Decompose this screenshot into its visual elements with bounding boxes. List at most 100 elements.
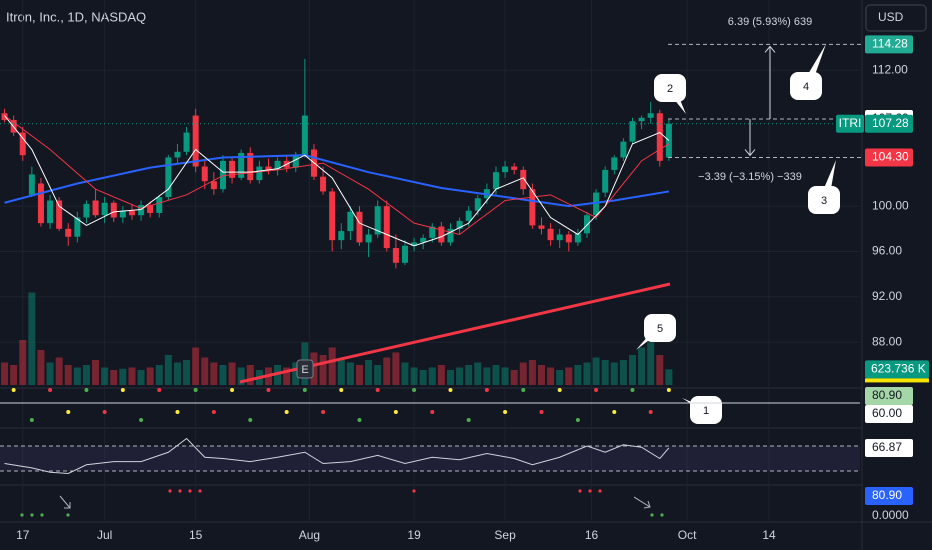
volume-bar [638, 347, 646, 385]
candle-body [565, 234, 572, 243]
x-tick-label: 14 [762, 528, 776, 542]
signal-dot [102, 410, 107, 414]
volume-bar [319, 355, 327, 385]
x-tick-label: 15 [189, 528, 203, 542]
price-tag [865, 35, 913, 54]
candle-body [647, 113, 654, 118]
symbol-tag [836, 114, 864, 133]
currency-label[interactable]: USD [878, 10, 904, 24]
dots-tag [865, 387, 913, 405]
callout-label: 5 [657, 323, 663, 335]
volume-bar [55, 357, 63, 385]
candle-body [465, 210, 472, 221]
candle-body [365, 234, 372, 243]
volume-bar [28, 292, 36, 385]
volume-bar [1, 362, 9, 385]
signal-dot [178, 489, 182, 493]
candle-body [329, 191, 336, 241]
candle-body [392, 248, 399, 263]
volume-bar [292, 362, 300, 385]
volume-bar [228, 362, 236, 385]
dots-tag-label: 80.90 [872, 388, 902, 402]
signal-dot [120, 388, 125, 392]
volume-bar [328, 347, 336, 385]
candle-body [347, 211, 354, 232]
currency-button[interactable] [865, 4, 927, 32]
candle-body [656, 113, 663, 161]
candle-body [320, 176, 327, 192]
price-tag-label: 114.28 [872, 37, 908, 51]
candle-body [128, 210, 135, 216]
volume-bar [428, 367, 436, 385]
signal-dot [393, 410, 398, 414]
x-tick-label: Aug [299, 528, 320, 542]
candle-body [119, 210, 126, 218]
signal-dot [557, 388, 562, 392]
x-tick-label: Jul [97, 528, 112, 542]
volume-bar [665, 369, 673, 385]
signal-dot [248, 418, 253, 422]
signal-dot [588, 489, 592, 493]
price-tag [865, 148, 913, 167]
candle-body [593, 192, 600, 216]
signal-dot [193, 388, 198, 392]
signal-dot [578, 489, 582, 493]
candle-body [556, 234, 563, 241]
bottom-tag [865, 487, 913, 505]
moving-average [4, 115, 670, 247]
callout-label: 1 [703, 405, 709, 417]
volume-bar [128, 367, 136, 385]
volume-bar [164, 355, 172, 385]
candle-body [1, 113, 8, 121]
volume-bar [419, 370, 427, 385]
volume-bar [374, 365, 382, 385]
volume-bar [92, 360, 100, 385]
y-tick-label: 96.00 [872, 244, 902, 258]
volume-bar [283, 367, 291, 385]
volume-bar [201, 357, 209, 385]
candle-body [83, 203, 90, 218]
volume-bar [383, 357, 391, 385]
signal-dot [630, 388, 635, 392]
signal-dot [484, 388, 489, 392]
volume-bar [346, 362, 354, 385]
candle-body [201, 166, 208, 182]
candle-body [411, 242, 418, 246]
chart-title: Itron, Inc., 1D, NASDAQ [6, 9, 146, 24]
price-tag [865, 114, 913, 133]
candle-body [28, 174, 35, 195]
candle-body [529, 189, 536, 226]
rsi-line [4, 437, 670, 475]
volume-bar [656, 355, 664, 385]
volume-bar [610, 362, 618, 385]
volume-bar [82, 365, 90, 385]
signal-dot [211, 410, 216, 414]
volume-bar [337, 360, 345, 385]
volume-bar [192, 347, 200, 385]
signal-dot [594, 388, 599, 392]
callout-label: 2 [667, 83, 673, 95]
measure-label: 6.39 (5.93%) 639 [728, 16, 812, 28]
candle-body [602, 169, 609, 193]
candle-body [165, 157, 172, 198]
volume-bar [601, 360, 609, 385]
volume-bar [537, 365, 545, 385]
volume-bar [10, 365, 18, 385]
signal-dot [302, 388, 307, 392]
dots-tag [865, 405, 913, 423]
moving-average [4, 115, 670, 236]
volume-bar [401, 362, 409, 385]
volume-bar [19, 340, 27, 385]
measure-label: −3.39 (−3.15%) −339 [698, 171, 802, 183]
candle-body [174, 151, 181, 158]
signal-dot [168, 489, 172, 493]
candle-body [456, 220, 463, 229]
candle-body [256, 166, 263, 181]
volume-bar [565, 367, 573, 385]
callout-label: 3 [821, 195, 827, 207]
candle-body [538, 225, 545, 229]
candle-body [611, 157, 618, 170]
signal-dot [375, 388, 380, 392]
candle-body [438, 226, 445, 243]
candle-body [219, 160, 226, 190]
